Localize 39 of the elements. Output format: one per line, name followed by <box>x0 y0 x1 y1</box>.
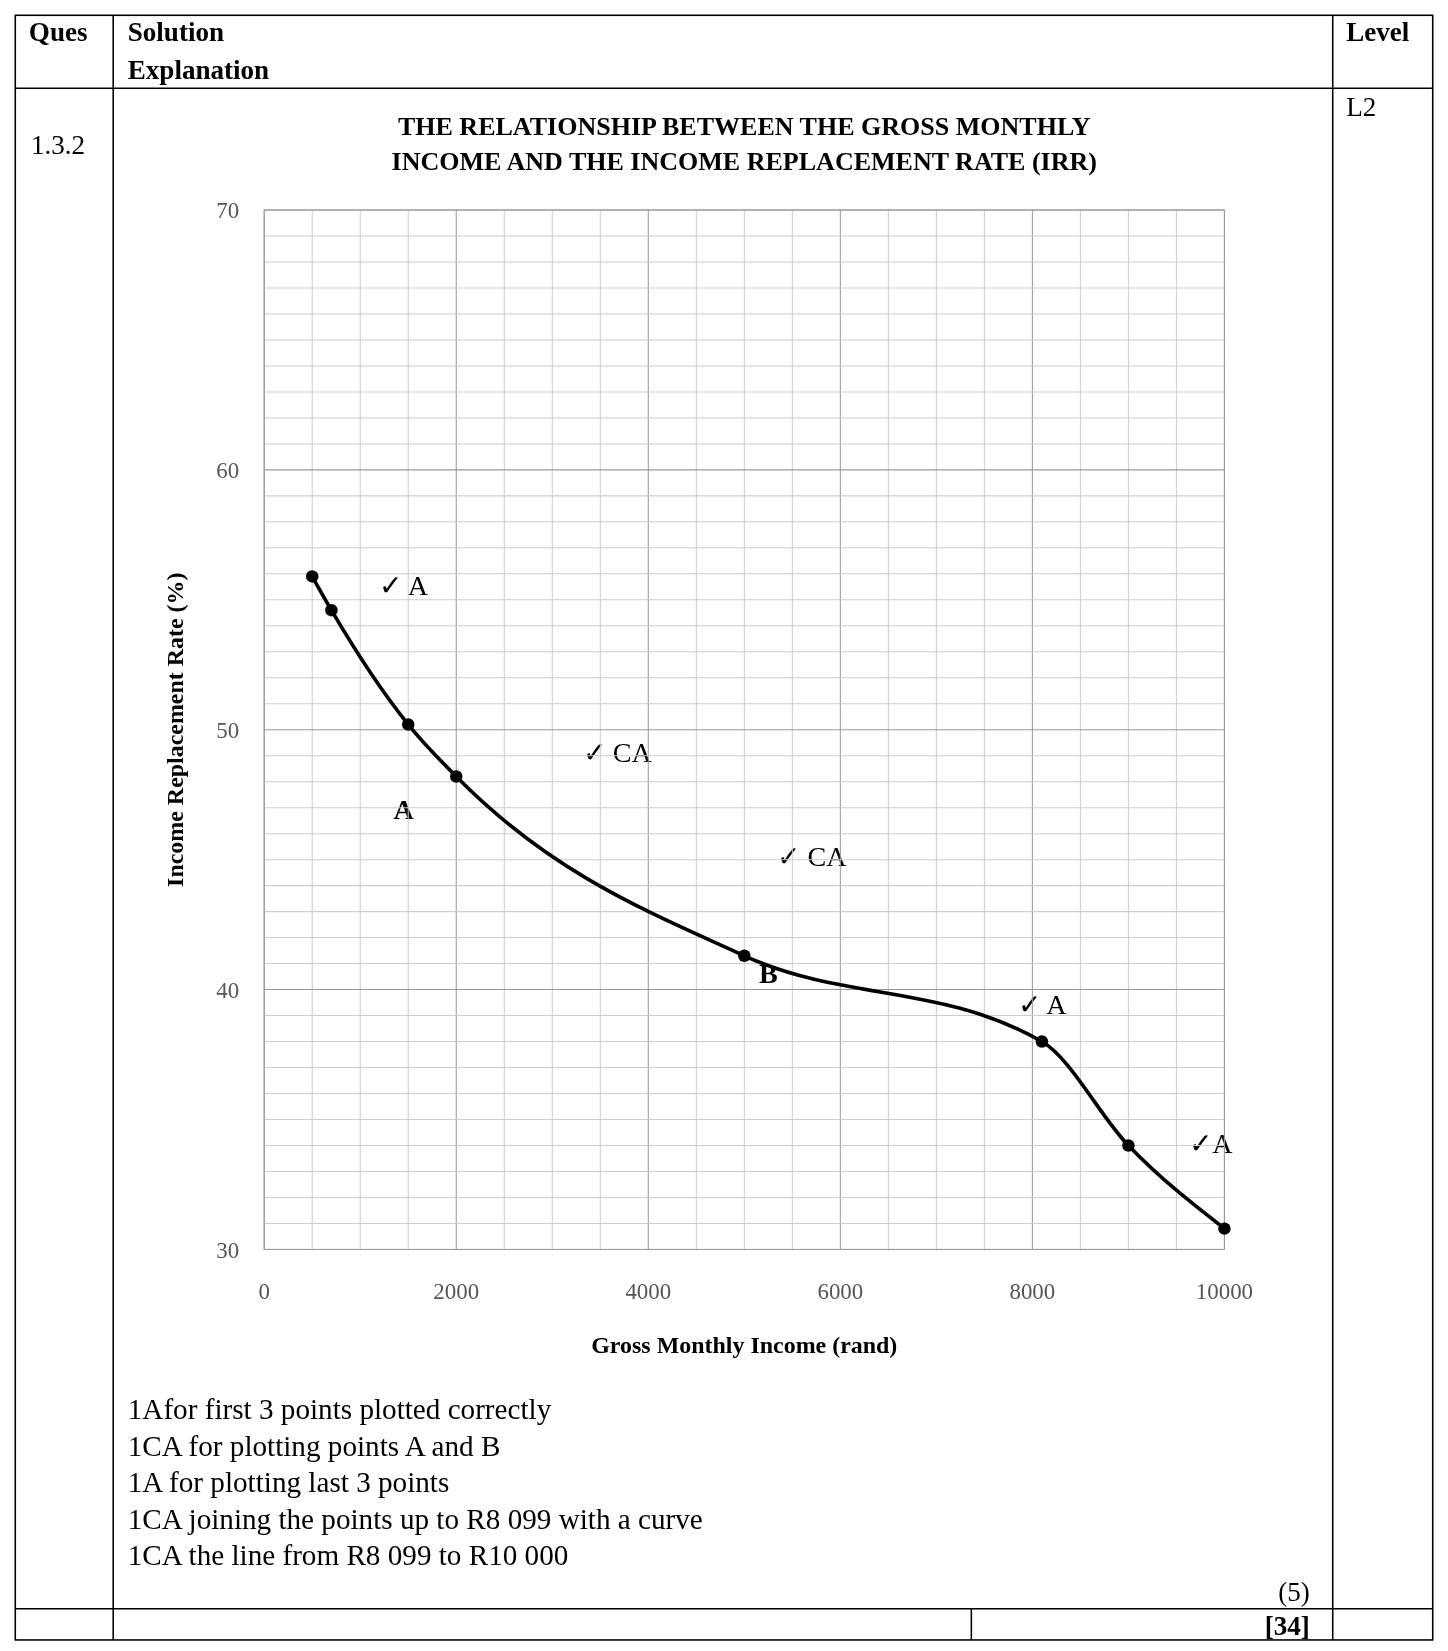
text: 1A for plotting last 3 points <box>127 1466 450 1499</box>
y-tick-label: 50 <box>216 718 240 744</box>
point <box>738 949 751 963</box>
annotation: A <box>393 794 415 826</box>
point <box>1035 1035 1049 1048</box>
text: 1CA joining the points up to R8 099 with a curve <box>127 1502 703 1535</box>
x-axis-title: Gross Monthly Income (rand) <box>591 1331 898 1358</box>
text: L2 <box>1346 92 1377 123</box>
text: 1CA for plotting points A and B <box>127 1429 501 1462</box>
point <box>449 770 463 783</box>
text: (5) <box>1278 1577 1310 1608</box>
x-tick-label: 4000 <box>625 1279 672 1305</box>
point <box>305 570 319 583</box>
text: 1Afor first 3 points plotted correctly <box>127 1393 552 1426</box>
y-tick-label: 30 <box>216 1237 240 1263</box>
x-tick-label: 2000 <box>433 1279 480 1305</box>
point <box>325 603 338 617</box>
y-tick-label: 60 <box>216 458 240 484</box>
y-tick-label: 40 <box>216 977 240 1003</box>
point <box>1218 1222 1231 1235</box>
annotation: ✓ A <box>379 570 429 602</box>
x-tick-label: 0 <box>258 1279 270 1305</box>
point <box>401 718 415 731</box>
text: 1.3.2 <box>30 129 86 160</box>
text: Ques <box>28 17 88 48</box>
y-tick-label: 70 <box>216 198 240 224</box>
chart-title: THE RELATIONSHIP BETWEEN THE GROSS MONTHLY INCOME AND THE INCOME REPLACEMENT RATE (IRR) <box>391 112 1097 177</box>
x-tick-label: 10000 <box>1195 1279 1254 1305</box>
x-tick-label: 6000 <box>817 1279 864 1305</box>
text: [34] <box>1264 1610 1310 1641</box>
text: Solution Explanation <box>127 17 270 85</box>
annotation: ✓ CA <box>777 841 848 873</box>
annotation: ✓ CA <box>582 737 653 769</box>
text: Level <box>1346 17 1410 48</box>
annotation: ✓ A <box>1017 989 1068 1021</box>
point <box>1122 1139 1135 1152</box>
text: 1CA the line from R8 099 to R10 000 <box>127 1538 569 1571</box>
y-axis-title: Income Replacement Rate (%) <box>161 572 188 887</box>
x-tick-label: 8000 <box>1009 1279 1056 1305</box>
